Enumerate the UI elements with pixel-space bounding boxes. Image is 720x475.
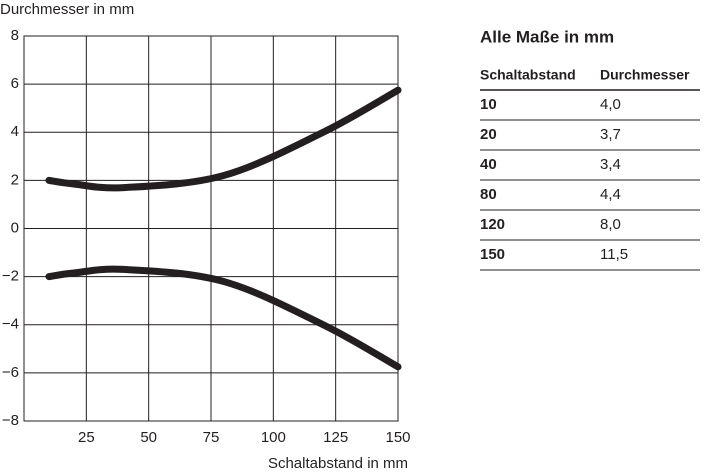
x-tick-label: 100 — [261, 429, 286, 446]
table-title: Alle Maße in mm — [480, 27, 614, 46]
x-axis-label: Schaltabstand in mm — [268, 455, 408, 472]
y-tick-label: −8 — [2, 412, 19, 429]
table-header: Schaltabstand — [480, 67, 576, 83]
x-tick-label: 25 — [78, 429, 95, 446]
table-cell: 10 — [480, 96, 497, 113]
table-cell: 150 — [480, 246, 505, 263]
x-tick-label: 75 — [203, 429, 220, 446]
y-tick-label: −4 — [2, 316, 19, 333]
y-tick-label: 8 — [11, 27, 19, 44]
x-tick-label: 125 — [323, 429, 348, 446]
y-tick-label: −2 — [2, 268, 19, 285]
table-cell: 8,0 — [600, 216, 621, 233]
table-cell: 3,4 — [600, 156, 621, 173]
table-cell: 3,7 — [600, 126, 621, 143]
table-cell: 4,0 — [600, 96, 621, 113]
table-cell: 80 — [480, 186, 497, 203]
y-axis-label: Durchmesser in mm — [0, 1, 134, 18]
table-cell: 120 — [480, 216, 505, 233]
x-tick-label: 150 — [385, 429, 410, 446]
y-tick-label: −6 — [2, 364, 19, 381]
y-tick-label: 4 — [11, 123, 19, 140]
curve — [45, 86, 402, 192]
table-cell: 40 — [480, 156, 497, 173]
curve — [45, 265, 402, 371]
y-tick-label: 6 — [11, 75, 19, 92]
table-header: Durchmesser — [600, 67, 690, 83]
y-tick-label: 2 — [11, 171, 19, 188]
x-tick-label: 50 — [140, 429, 157, 446]
table-cell: 4,4 — [600, 186, 621, 203]
table-cell: 11,5 — [600, 246, 628, 263]
y-tick-label: 0 — [11, 219, 19, 236]
table-cell: 20 — [480, 126, 497, 143]
